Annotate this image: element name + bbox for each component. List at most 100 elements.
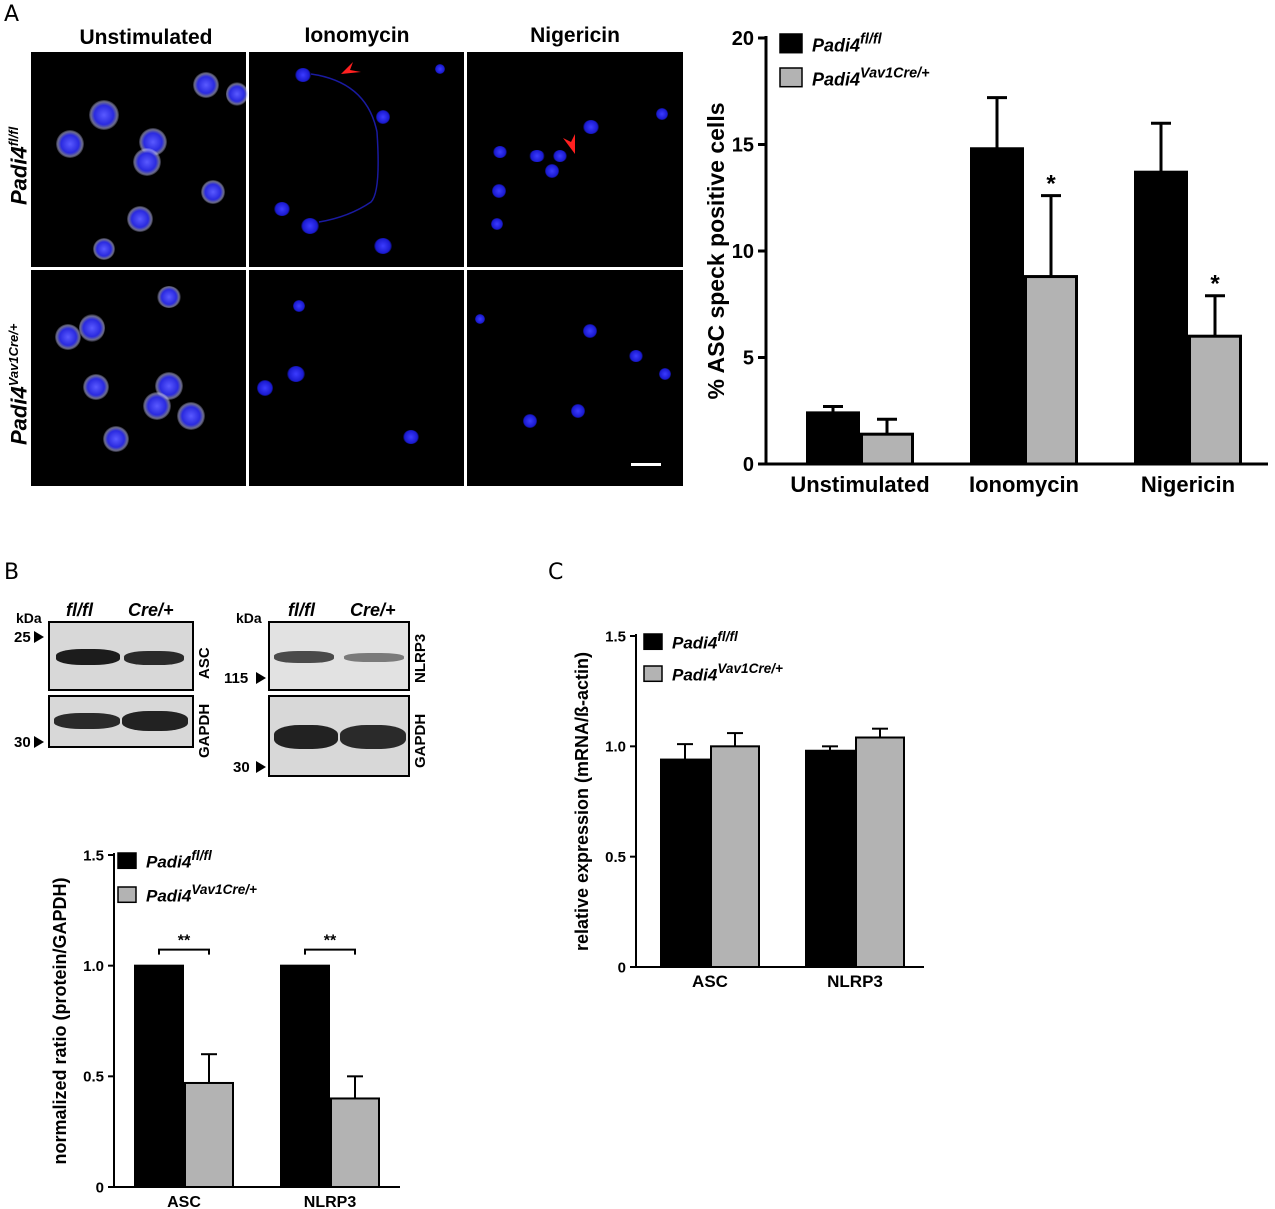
- cell: [201, 180, 225, 204]
- nucleus: [492, 184, 506, 198]
- y-axis-label: normalized ratio (protein/GAPDH): [50, 877, 70, 1164]
- y-tick-label: 0: [618, 959, 626, 976]
- cell: [226, 82, 248, 106]
- significance-marker: *: [1046, 171, 1056, 198]
- lane-label-flfl: fl/fl: [66, 600, 93, 620]
- nucleus: [491, 218, 503, 230]
- significance-marker: **: [178, 933, 191, 950]
- panel-label-b: B: [4, 560, 20, 585]
- legend-label: Padi4Vav1Cre/+: [812, 66, 930, 90]
- y-tick-label: 15: [732, 135, 754, 157]
- bar: [1188, 334, 1242, 466]
- legend-swatch: [779, 33, 803, 54]
- cell: [79, 314, 105, 342]
- nucleus: [529, 150, 545, 162]
- legend-label: Padi4fl/fl: [672, 629, 739, 653]
- y-tick-label: 5: [743, 348, 754, 370]
- cell: [127, 206, 153, 232]
- significance-marker: *: [1210, 271, 1220, 298]
- y-tick-label: 0: [743, 454, 754, 476]
- y-axis-label: relative expression (mRNA/ß-actin): [572, 652, 592, 951]
- legend-swatch: [117, 852, 137, 870]
- y-tick-label: 10: [732, 241, 754, 263]
- bar: [1134, 170, 1188, 466]
- x-tick-label: NLRP3: [827, 972, 883, 991]
- nucleus: [545, 164, 559, 178]
- cell: [89, 100, 119, 130]
- significance-bracket: [158, 948, 210, 955]
- nucleus: [583, 324, 597, 338]
- micro-col-nigericin: Nigericin: [530, 24, 620, 47]
- micro-col-unstimulated: Unstimulated: [79, 26, 213, 49]
- protein-label-nlrp3: NLRP3: [412, 633, 429, 683]
- marker-arrow: [256, 761, 266, 773]
- legend-swatch: [117, 886, 137, 904]
- kda-label-right: kDa: [236, 610, 262, 626]
- cell: [133, 148, 161, 176]
- legend-label: Padi4fl/fl: [146, 848, 213, 872]
- blot-gapdh-left: [48, 695, 194, 748]
- blot-band: [340, 725, 406, 749]
- nucleus: [659, 368, 671, 380]
- y-tick-label: 20: [732, 28, 754, 50]
- cell: [157, 286, 181, 308]
- y-tick-label: 1.5: [605, 628, 626, 645]
- marker-arrow: [256, 672, 266, 684]
- bar: [134, 964, 184, 1188]
- y-tick-label: 0.5: [83, 1069, 104, 1086]
- bar: [280, 964, 330, 1188]
- nucleus: [301, 218, 319, 234]
- blot-band: [274, 651, 334, 663]
- significance-bracket: [304, 948, 356, 955]
- protein-label-asc: ASC: [196, 647, 213, 679]
- nucleus: [257, 380, 273, 396]
- bar: [855, 736, 905, 968]
- lane-label-cre-right: Cre/+: [350, 600, 396, 620]
- nucleus: [274, 202, 290, 216]
- legend-swatch: [779, 67, 803, 88]
- speck-arrow: [563, 134, 575, 154]
- legend-swatch: [643, 665, 663, 683]
- x-tick-label: Nigericin: [1141, 472, 1235, 497]
- y-tick-label: 0: [96, 1179, 104, 1196]
- nucleus: [629, 350, 643, 362]
- nucleus: [374, 238, 392, 254]
- marker-25: 25: [14, 629, 31, 646]
- cell: [103, 426, 129, 452]
- blot-band: [122, 711, 188, 731]
- bar: [860, 432, 914, 466]
- x-tick-label: Unstimulated: [790, 472, 929, 497]
- nucleus: [435, 64, 445, 74]
- micro-row-label-vav1cre: Padi4Vav1Cre/+: [6, 323, 32, 445]
- y-tick-label: 1.0: [83, 958, 104, 975]
- chart-c: 0 0.5 1.0 1.5 relative expression (mRNA/ß-ac…: [572, 628, 924, 991]
- nucleus: [656, 108, 668, 120]
- x-tick-label: NLRP3: [304, 1194, 357, 1209]
- microscopy-image-grid: [31, 52, 683, 486]
- micro-row-label-flfl: Padi4fl/fl: [6, 126, 32, 205]
- nucleus: [475, 314, 485, 324]
- kda-label-left: kDa: [16, 610, 42, 626]
- bar: [805, 749, 855, 968]
- x-tick-label: ASC: [167, 1194, 201, 1209]
- cell: [143, 392, 171, 420]
- blot-band: [56, 649, 120, 665]
- cell: [193, 72, 219, 98]
- protein-label-gapdh-right: GAPDH: [412, 713, 429, 768]
- marker-115: 115: [224, 670, 249, 687]
- y-tick-label: 1.0: [605, 739, 626, 756]
- legend-label: Padi4fl/fl: [812, 32, 883, 56]
- nucleus: [287, 366, 305, 382]
- bar: [330, 1097, 380, 1189]
- nucleus: [571, 404, 585, 418]
- nucleus: [583, 120, 599, 134]
- y-tick-label: 0.5: [605, 849, 626, 866]
- bar: [660, 758, 710, 968]
- grid-divider: [31, 267, 683, 270]
- blot-band: [54, 713, 120, 729]
- panel-label-a: A: [4, 2, 20, 27]
- lane-label-cre: Cre/+: [128, 600, 174, 620]
- legend-label: Padi4Vav1Cre/+: [146, 882, 257, 906]
- nucleus: [493, 146, 507, 158]
- bar: [806, 411, 860, 466]
